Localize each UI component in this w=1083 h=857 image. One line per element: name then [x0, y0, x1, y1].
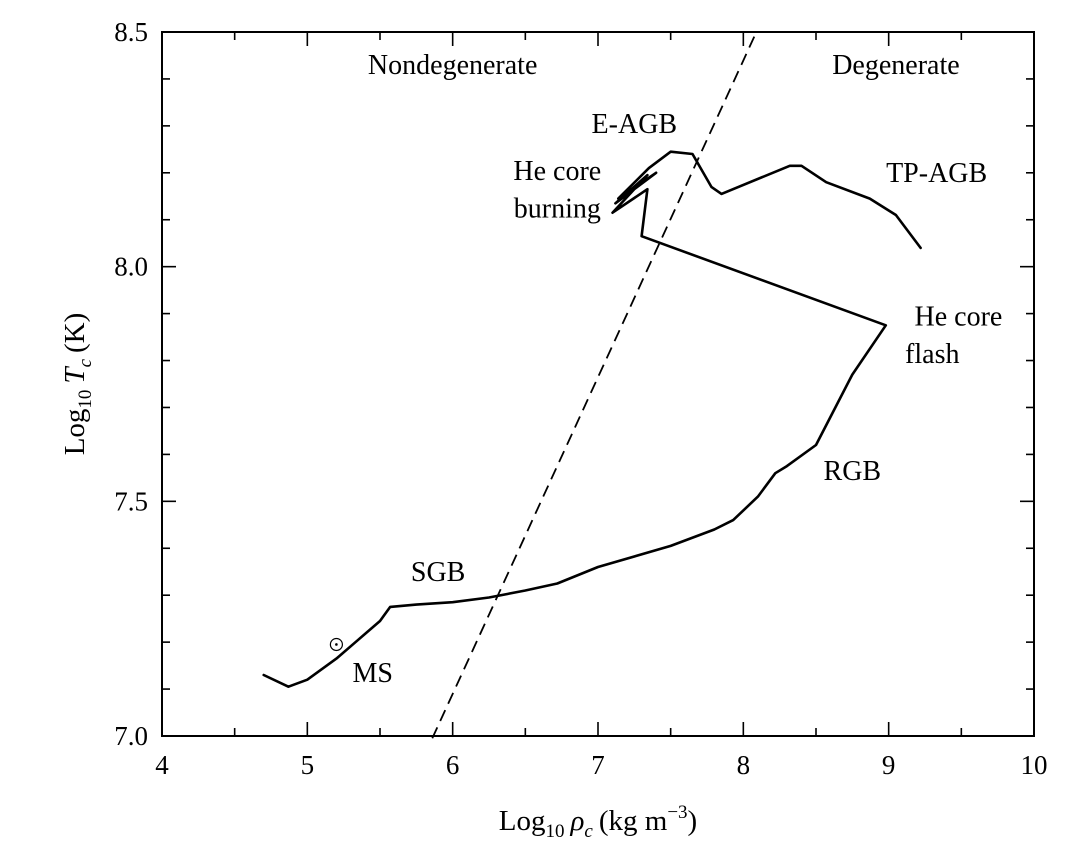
y-tick-label: 7.5 — [114, 486, 148, 516]
data-series — [262, 31, 922, 739]
x-tick-label: 9 — [882, 750, 896, 780]
evolution-track-line — [262, 150, 922, 689]
x-tick-label: 8 — [737, 750, 751, 780]
degeneracy-boundary-line — [431, 31, 758, 739]
x-tick-label: 10 — [1021, 750, 1048, 780]
x-tick-label: 4 — [155, 750, 169, 780]
markers — [329, 637, 343, 652]
annotation-label: SGB — [411, 557, 465, 588]
annotation-label: TP-AGB — [886, 158, 987, 189]
x-tick-label: 7 — [591, 750, 605, 780]
x-tick-label: 6 — [446, 750, 460, 780]
annotation-label: MS — [352, 658, 392, 689]
y-axis-title: Log10Tc(K) — [59, 313, 96, 456]
annotation-label: burning — [514, 193, 601, 224]
sun-symbol-icon — [329, 637, 343, 652]
y-tick-label: 8.5 — [114, 17, 148, 47]
x-tick-label: 5 — [301, 750, 315, 780]
annotation-label: He core — [513, 156, 601, 187]
annotations: Nondegenerate Degenerate E-AGB He core burni… — [352, 50, 1002, 689]
annotation-label: He core — [915, 301, 1003, 332]
annotation-label: flash — [905, 339, 959, 370]
x-axis-title: Log10 ρc (kg m−3) — [499, 802, 697, 842]
annotation-label: Nondegenerate — [368, 50, 537, 81]
annotation-label: RGB — [824, 456, 882, 487]
tick-labels: 4 5 6 7 8 9 10 7.0 7.5 8.0 8.5 — [114, 17, 1047, 780]
y-tick-label: 8.0 — [114, 252, 148, 282]
annotation-label: Degenerate — [832, 50, 959, 81]
annotation-label: E-AGB — [592, 109, 678, 140]
y-tick-label: 7.0 — [114, 721, 148, 751]
axis-ticks — [161, 31, 1035, 737]
